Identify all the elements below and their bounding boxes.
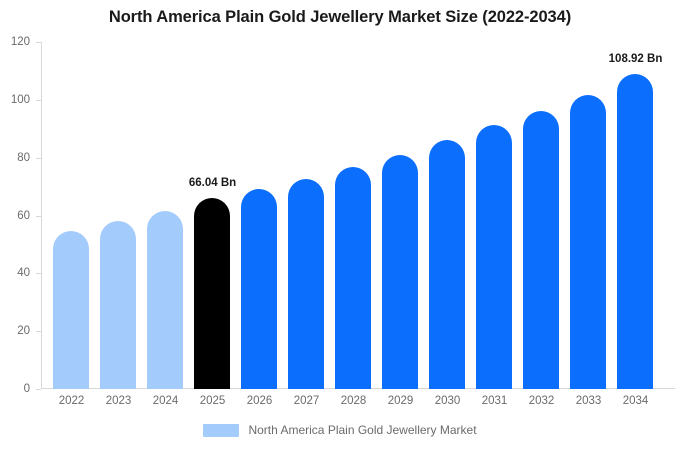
x-axis-tick-label-2032: 2032 — [528, 395, 555, 407]
x-axis-tick-label-2027: 2027 — [293, 395, 320, 407]
bar-2027[interactable] — [288, 178, 324, 389]
bar-2034[interactable] — [617, 74, 653, 389]
x-axis-tick-label-2031: 2031 — [481, 395, 508, 407]
y-axis-tick-mark — [36, 42, 41, 43]
y-axis-tick-label: 0 — [23, 383, 30, 395]
y-axis-tick-label: 120 — [10, 36, 30, 48]
x-axis-tick-label-2025: 2025 — [199, 395, 226, 407]
bar-slot — [142, 42, 189, 389]
plot-area: 0 20 40 60 80 100 120 66.04 Bn 108.92 Bn 2022 20… — [11, 36, 675, 407]
x-axis-tick-label-2030: 2030 — [434, 395, 461, 407]
bar-slot: 66.04 Bn — [189, 42, 236, 389]
y-axis-tick-mark — [36, 389, 41, 390]
bar-slot — [48, 42, 95, 389]
x-axis-tick-label-2029: 2029 — [387, 395, 414, 407]
x-axis-tick-label-2034: 2034 — [622, 395, 649, 407]
x-axis-tick-label-2028: 2028 — [340, 395, 367, 407]
bar-slot — [236, 42, 283, 389]
y-axis-tick-label: 20 — [17, 325, 30, 338]
bar-value-label-2034: 108.92 Bn — [608, 53, 663, 66]
bar-slot — [95, 42, 142, 389]
bar-series: 66.04 Bn 108.92 Bn — [41, 42, 675, 389]
x-axis-tick-label-2033: 2033 — [575, 395, 602, 407]
bar-slot — [424, 42, 471, 389]
y-axis-tick-mark — [36, 273, 41, 275]
x-axis-tick-label-2024: 2024 — [152, 395, 179, 407]
bar-slot — [518, 42, 565, 389]
bar-2026[interactable] — [241, 189, 277, 389]
bar-2025[interactable] — [194, 198, 230, 389]
bar-slot — [330, 42, 377, 389]
bar-2023[interactable] — [100, 221, 136, 389]
bar-value-label-2025: 66.04 Bn — [188, 177, 237, 190]
bar-slot — [471, 42, 518, 389]
chart-legend: North America Plain Gold Jewellery Marke… — [0, 423, 680, 437]
bar-slot — [283, 42, 330, 389]
y-axis-tick-mark — [36, 331, 41, 333]
bar-slot: 108.92 Bn — [609, 42, 662, 389]
y-axis-tick-label: 100 — [10, 93, 30, 106]
y-axis-tick-mark — [36, 157, 41, 159]
legend-label: North America Plain Gold Jewellery Marke… — [248, 423, 477, 437]
bar-2030[interactable] — [429, 140, 465, 389]
bar-2031[interactable] — [476, 125, 512, 389]
bar-2029[interactable] — [382, 154, 418, 389]
y-axis-tick-label: 40 — [17, 267, 30, 280]
y-axis-tick-label: 80 — [17, 151, 30, 164]
bar-2032[interactable] — [523, 110, 559, 389]
x-axis-tick-label-2026: 2026 — [246, 395, 273, 407]
y-axis-tick-mark — [36, 215, 41, 217]
legend-swatch-icon — [203, 423, 240, 437]
bar-2033[interactable] — [570, 94, 606, 389]
chart-title: North America Plain Gold Jewellery Marke… — [108, 8, 572, 26]
y-axis-tick-mark — [36, 99, 41, 101]
x-axis-tick-label-2022: 2022 — [58, 395, 85, 407]
bar-slot — [565, 42, 612, 389]
bar-2028[interactable] — [335, 166, 371, 389]
y-axis-tick-label: 60 — [17, 209, 30, 222]
x-axis-tick-label-2023: 2023 — [105, 395, 132, 407]
bar-slot — [377, 42, 424, 389]
bar-2024[interactable] — [147, 211, 183, 389]
bar-2022[interactable] — [53, 230, 89, 389]
y-axis-line — [41, 42, 42, 389]
